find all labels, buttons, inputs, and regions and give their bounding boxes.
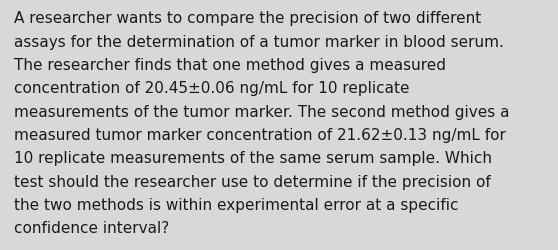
- Text: measurements of the tumor marker. The second method gives a: measurements of the tumor marker. The se…: [14, 104, 509, 119]
- Text: A researcher wants to compare the precision of two different: A researcher wants to compare the precis…: [14, 11, 481, 26]
- Text: measured tumor marker concentration of 21.62±0.13 ng/mL for: measured tumor marker concentration of 2…: [14, 128, 506, 142]
- Text: The researcher finds that one method gives a measured: The researcher finds that one method giv…: [14, 58, 446, 73]
- Text: confidence interval?: confidence interval?: [14, 220, 169, 236]
- Text: concentration of 20.45±0.06 ng/mL for 10 replicate: concentration of 20.45±0.06 ng/mL for 10…: [14, 81, 410, 96]
- Text: 10 replicate measurements of the same serum sample. Which: 10 replicate measurements of the same se…: [14, 151, 492, 166]
- Text: test should the researcher use to determine if the precision of: test should the researcher use to determ…: [14, 174, 490, 189]
- Text: assays for the determination of a tumor marker in blood serum.: assays for the determination of a tumor …: [14, 34, 504, 50]
- Text: the two methods is within experimental error at a specific: the two methods is within experimental e…: [14, 197, 459, 212]
